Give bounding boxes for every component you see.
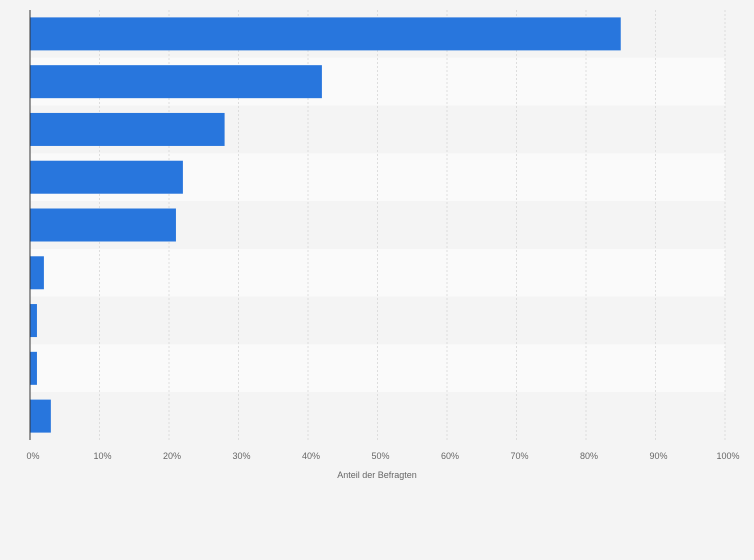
bars <box>30 17 621 433</box>
x-tick-label: 70% <box>510 451 528 461</box>
x-tick-label: 60% <box>441 451 459 461</box>
x-tick-label: 10% <box>93 451 111 461</box>
bar <box>30 65 322 99</box>
bar <box>30 399 51 433</box>
x-axis-title: Anteil der Befragten <box>337 470 417 480</box>
bar <box>30 304 37 338</box>
row-band <box>30 344 725 393</box>
bar <box>30 351 37 385</box>
x-tick-label: 40% <box>302 451 320 461</box>
x-tick-labels: 0% 10% 20% 30% 40% 50% 60% 70% 80% 90% 100% <box>26 451 739 461</box>
row-band <box>30 296 725 345</box>
x-tick-label: 30% <box>232 451 250 461</box>
bar <box>30 17 621 51</box>
bar <box>30 256 44 290</box>
x-tick-label: 50% <box>371 451 389 461</box>
x-tick-label: 90% <box>649 451 667 461</box>
x-tick-label: 0% <box>26 451 39 461</box>
bar <box>30 208 176 242</box>
bar <box>30 160 183 194</box>
x-tick-label: 20% <box>163 451 181 461</box>
row-band <box>30 248 725 297</box>
x-tick-label: 80% <box>580 451 598 461</box>
row-band <box>30 392 725 440</box>
x-tick-label: 100% <box>716 451 739 461</box>
bar <box>30 112 225 146</box>
